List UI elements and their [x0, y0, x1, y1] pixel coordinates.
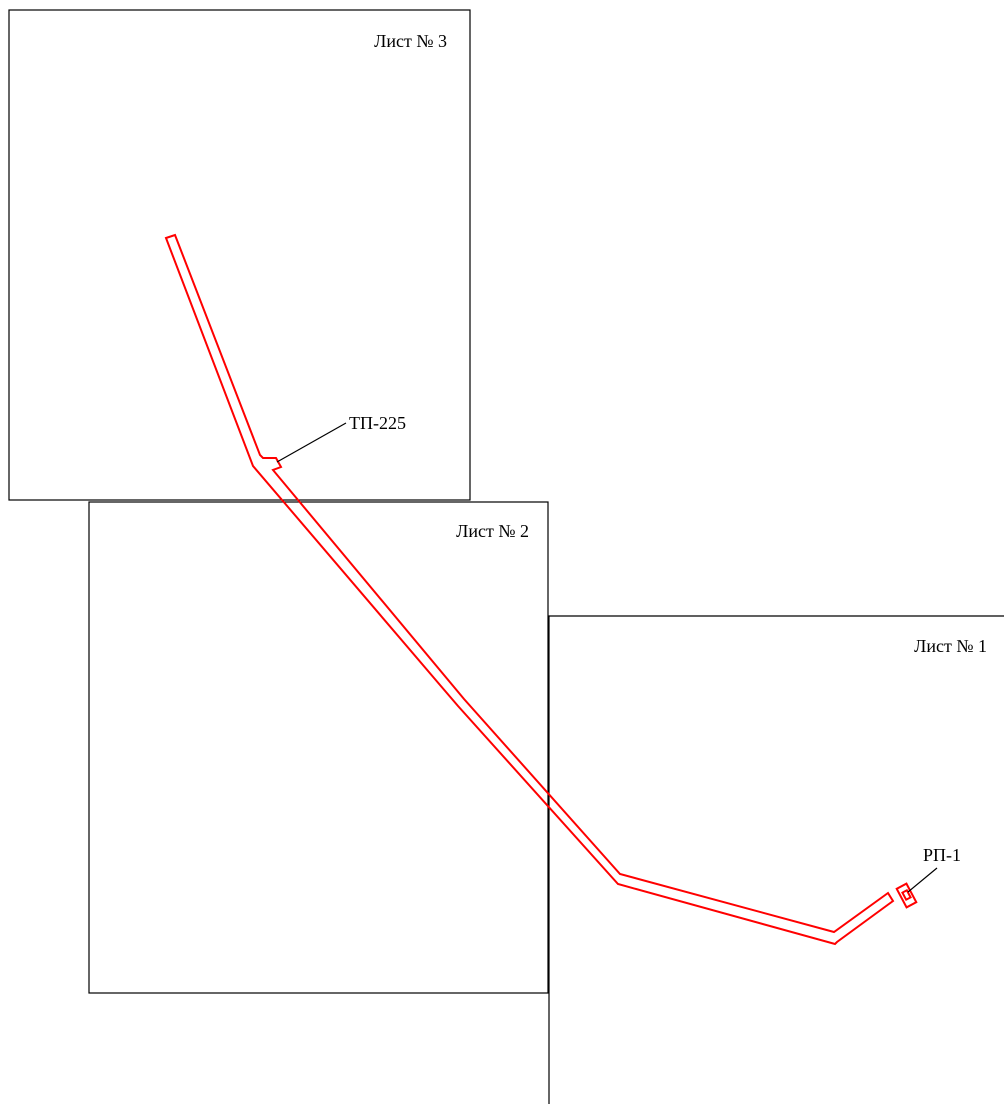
- sheet-3-frame: [8, 9, 471, 501]
- tp-225-leader: [276, 422, 347, 463]
- rp-1-node: [895, 882, 918, 909]
- sheet-1-frame: [548, 615, 1004, 1104]
- cable-route-outline: [164, 233, 895, 946]
- sheet-2-label: Лист № 2: [456, 521, 529, 541]
- sheet-2-frame: [88, 501, 549, 994]
- sheet-1-label: Лист № 1: [914, 636, 987, 656]
- rp-1-inner-box: [901, 888, 912, 902]
- rp-1-label: РП-1: [923, 845, 961, 865]
- tp-225-label: ТП-225: [349, 413, 406, 433]
- rp-1-leader: [907, 867, 938, 893]
- cable-route: [164, 233, 895, 946]
- sheet-3-label: Лист № 3: [374, 31, 447, 51]
